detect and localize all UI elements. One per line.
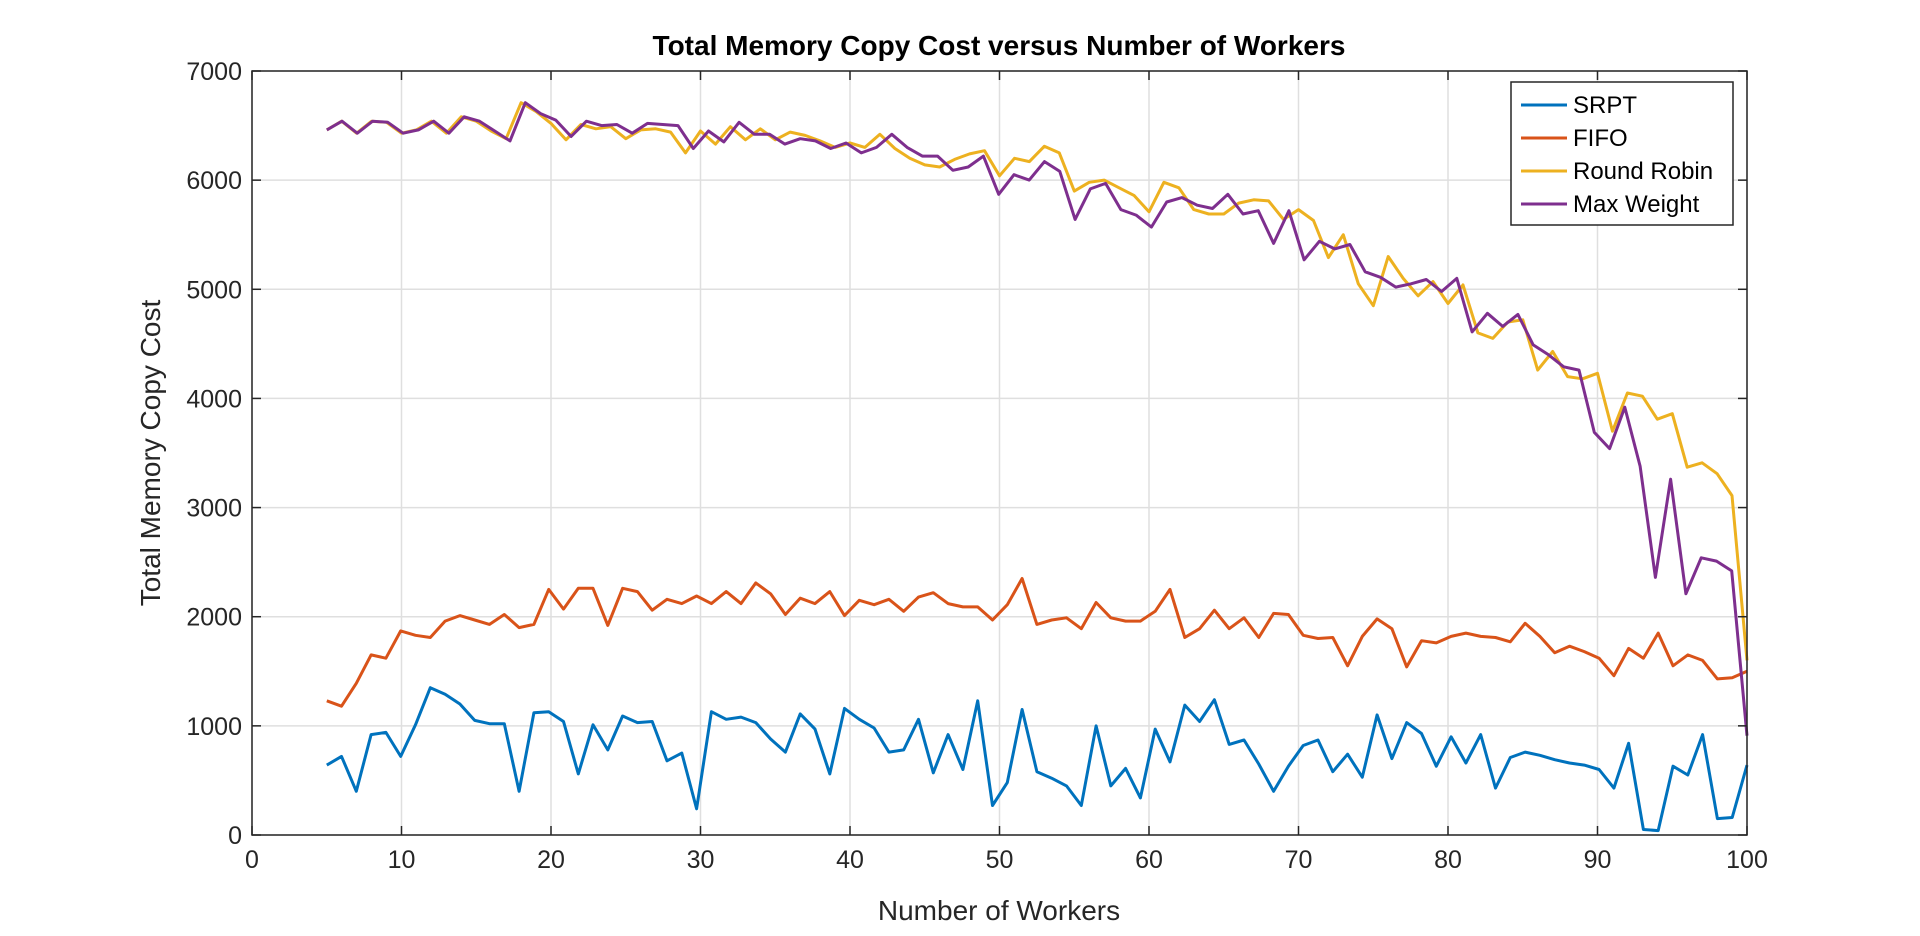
legend: SRPT FIFO Round Robin Max Weight	[1510, 81, 1734, 226]
x-tick-label: 90	[1584, 846, 1612, 874]
x-tick-label: 0	[245, 846, 259, 874]
y-tick-label: 5000	[186, 276, 242, 304]
x-tick-label: 100	[1726, 846, 1768, 874]
x-tick-label: 10	[388, 846, 416, 874]
x-tick-label: 50	[986, 846, 1014, 874]
axis-ticks: 0 10 20 30 40 50 60 70 80 90 100010002000300040005…	[186, 58, 1767, 874]
series-line-fifo	[326, 577, 1748, 708]
y-tick-label: 2000	[186, 604, 242, 632]
y-tick-label: 4000	[186, 385, 242, 413]
x-tick-label: 60	[1135, 846, 1163, 874]
x-tick-label: 40	[836, 846, 864, 874]
y-tick-label: 6000	[186, 167, 242, 195]
series-line-srpt	[326, 686, 1749, 833]
y-tick-label: 3000	[186, 495, 242, 523]
x-tick-label: 80	[1434, 846, 1462, 874]
legend-label-round-robin: Round Robin	[1573, 158, 1713, 185]
y-tick-label: 1000	[186, 713, 242, 741]
series-line-max-weight	[326, 101, 1749, 736]
x-tick-label: 20	[537, 846, 565, 874]
y-tick-label: 0	[228, 822, 242, 850]
y-axis-label: Total Memory Copy Cost	[135, 300, 166, 607]
chart-title: Total Memory Copy Cost versus Number of …	[653, 30, 1346, 61]
series-lines	[326, 101, 1749, 833]
legend-label-srpt: SRPT	[1573, 92, 1637, 119]
x-axis-label: Number of Workers	[878, 895, 1120, 926]
legend-label-max-weight: Max Weight	[1573, 191, 1700, 218]
x-tick-label: 70	[1285, 846, 1313, 874]
legend-label-fifo: FIFO	[1573, 125, 1628, 152]
y-tick-label: 7000	[186, 58, 242, 86]
x-tick-label: 30	[687, 846, 715, 874]
